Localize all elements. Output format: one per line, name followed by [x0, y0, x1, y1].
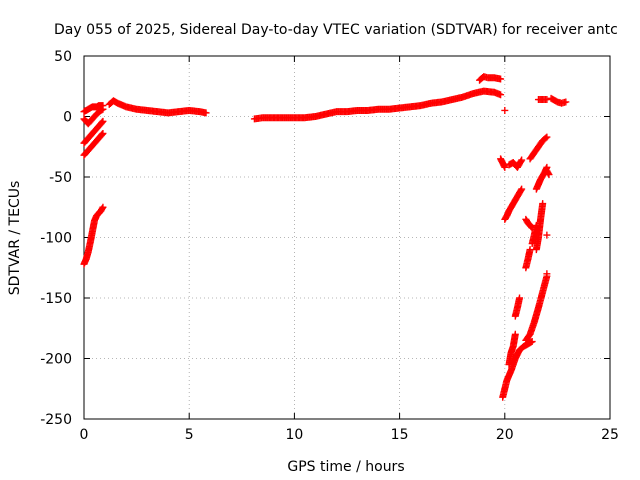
data-point — [98, 130, 106, 138]
x-tick-label: 10 — [285, 427, 303, 443]
data-point — [542, 134, 550, 142]
x-axis-label: GPS time / hours — [287, 459, 404, 475]
data-point — [544, 169, 552, 177]
data-point — [518, 156, 526, 164]
data-point — [518, 185, 526, 193]
x-tick-label: 15 — [391, 427, 409, 443]
x-tick-labels: 0 5 10 15 20 25 — [80, 427, 619, 443]
data-point — [517, 157, 525, 165]
x-tick-label: 20 — [496, 427, 514, 443]
data-point — [543, 133, 551, 141]
data-point — [501, 163, 509, 171]
data-point — [98, 204, 106, 212]
axis-ticks — [83, 55, 611, 420]
x-tick-label: 25 — [601, 427, 619, 443]
data-point — [543, 231, 551, 239]
data-point — [98, 118, 106, 126]
data-point — [511, 330, 519, 338]
data-point — [517, 186, 525, 194]
data-point — [501, 106, 509, 114]
data-point — [497, 91, 505, 99]
data-point — [543, 270, 551, 278]
y-axis-label: SDTVAR / TECUs — [7, 181, 23, 296]
data-point — [539, 200, 547, 208]
x-tick-label: 0 — [80, 427, 89, 443]
data-point — [562, 98, 570, 106]
y-tick-labels: -250 -200 -150 -100 -50 0 50 — [40, 49, 72, 428]
y-tick-label: -50 — [49, 170, 72, 186]
data-point — [99, 203, 107, 211]
data-point — [526, 246, 534, 254]
data-point — [202, 109, 210, 117]
data-point — [99, 117, 107, 125]
data-point — [528, 338, 536, 346]
data-point — [98, 119, 106, 127]
data-point — [516, 294, 524, 302]
y-tick-label: -200 — [40, 352, 72, 368]
y-tick-label: 50 — [54, 49, 72, 65]
data-point — [98, 131, 106, 139]
y-tick-label: -100 — [40, 231, 72, 247]
data-points — [80, 73, 570, 401]
data-point — [545, 171, 553, 179]
y-tick-label: 0 — [63, 110, 72, 126]
y-tick-label: -150 — [40, 291, 72, 307]
x-tick-label: 5 — [185, 427, 194, 443]
data-point — [497, 75, 505, 83]
data-point — [99, 105, 107, 113]
y-tick-label: -250 — [40, 412, 72, 428]
data-point — [99, 129, 107, 137]
chart-title: Day 055 of 2025, Sidereal Day-to-day VTE… — [54, 22, 618, 38]
